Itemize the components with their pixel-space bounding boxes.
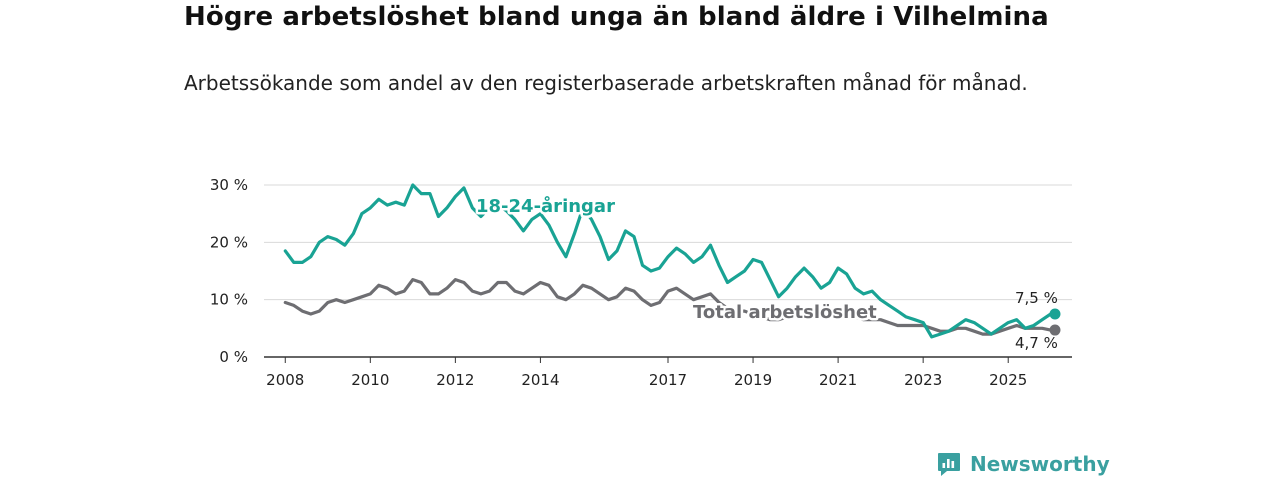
x-tick-label: 2021 <box>819 371 857 389</box>
label-layer: 18-24-åringar Total arbetslöshet 7,5 % 4,7 … <box>474 193 1058 353</box>
series-line-total <box>283 278 1057 336</box>
end-label-youth: 7,5 % <box>1015 289 1058 307</box>
x-tick-label: 2019 <box>734 371 772 389</box>
x-tick-label: 2012 <box>436 371 474 389</box>
y-tick-label: 10 % <box>210 291 248 309</box>
brand-logo[interactable]: Newsworthy <box>936 448 1110 480</box>
x-tick-label: 2017 <box>649 371 687 389</box>
chart-subtitle: Arbetssökande som andel av den registerb… <box>184 71 1028 95</box>
x-tick-label: 2023 <box>904 371 942 389</box>
grid-layer <box>264 184 1072 301</box>
newsworthy-logo-icon <box>938 453 960 476</box>
chart-title: Högre arbetslöshet bland unga än bland ä… <box>184 2 1049 32</box>
end-point-youth <box>1049 308 1061 320</box>
end-label-total: 4,7 % <box>1015 334 1058 352</box>
series-layer <box>283 183 1061 339</box>
series-label-total: Total arbetslöshet <box>693 302 877 323</box>
x-tick-label: 2008 <box>266 371 304 389</box>
y-tick-label: 20 % <box>210 233 248 251</box>
brand-name: Newsworthy <box>970 452 1110 476</box>
x-tick-label: 2025 <box>989 371 1027 389</box>
y-tick-label: 0 % <box>219 348 248 366</box>
series-label-youth: 18-24-åringar <box>476 195 615 217</box>
series-line-youth <box>283 183 1057 339</box>
x-tick-label: 2010 <box>351 371 389 389</box>
end-point-total <box>1049 324 1061 336</box>
axis-layer: 0 % 10 % 20 % 30 % 2008 2010 2012 2014 2017 2019 2… <box>210 176 1072 389</box>
x-tick-label: 2014 <box>521 371 559 389</box>
y-tick-label: 30 % <box>210 176 248 194</box>
